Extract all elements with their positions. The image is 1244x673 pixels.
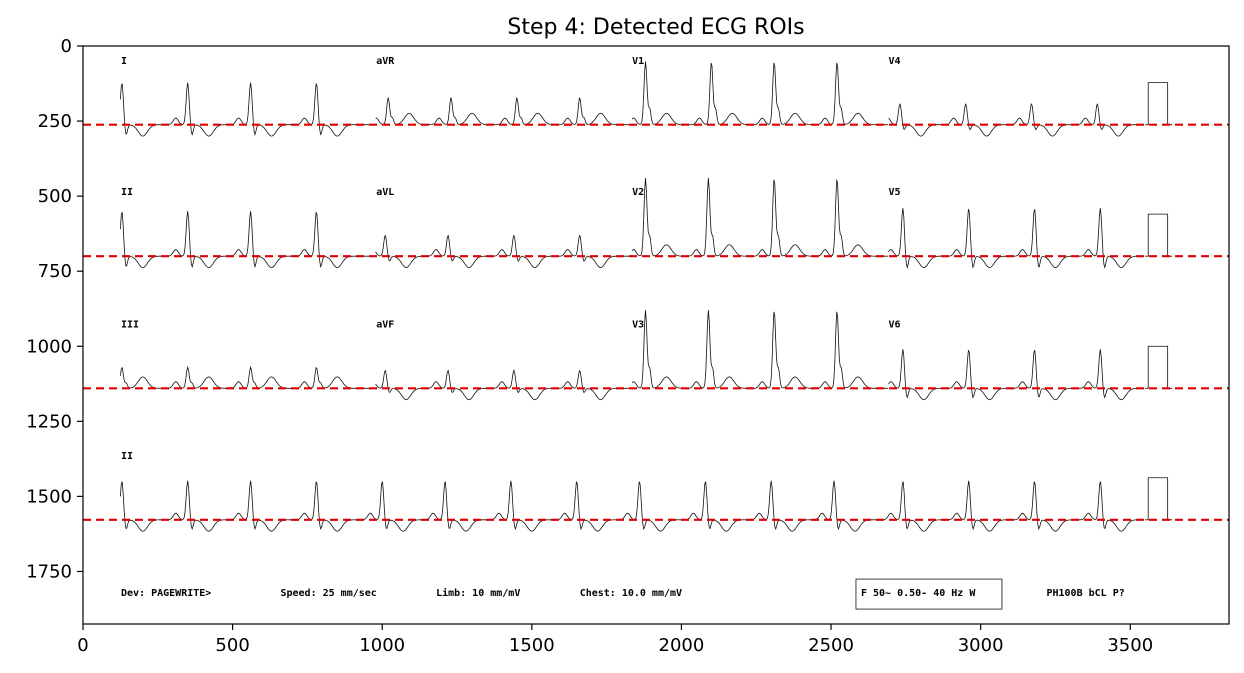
x-tick-label: 0 [77,635,88,656]
footer-text: Speed: 25 mm/sec [280,588,376,599]
ecg-trace-segment [375,368,631,401]
ecg-trace-segment [120,211,375,269]
ecg-trace-segment [120,82,375,137]
lead-label: V6 [888,319,900,330]
lead-label: aVR [376,56,395,67]
ecg-trace-segment [375,234,631,269]
ecg-trace-segment [631,61,888,126]
x-tick-label: 3500 [1107,635,1153,656]
footer-text: F 50~ 0.50- 40 Hz W [861,588,976,599]
ecg-trace-segment [120,365,375,389]
x-tick-label: 1500 [509,635,555,656]
y-tick-label: 250 [38,111,72,132]
footer-text: Chest: 10.0 mm/mV [580,588,682,599]
lead-label: aVF [376,319,394,330]
x-tick-label: 500 [215,635,249,656]
ecg-traces [120,61,1173,532]
x-tick-label: 2500 [808,635,854,656]
lead-label: V3 [632,319,644,330]
footer-text: PH100B bCL P? [1046,588,1124,599]
lead-label: aVL [376,187,394,198]
y-tick-label: 1500 [26,486,72,507]
y-tick-label: 500 [38,186,72,207]
y-tick-label: 1750 [26,561,72,582]
calibration-pulse [1145,345,1173,389]
calibration-pulse [1145,213,1173,257]
lead-label: V1 [632,56,644,67]
y-tick-label: 750 [38,261,72,282]
lead-label: II [121,451,133,462]
y-tick-label: 0 [61,36,72,57]
lead-label: I [121,56,127,67]
ecg-trace-segment [631,177,888,257]
x-tick-label: 1000 [359,635,405,656]
axes: 0 500 1000 1500 2000 2500 3000 3500 0 250 500 750 10… [26,36,1230,656]
plot-frame [82,45,1230,625]
ecg-footer: Dev: PAGEWRITE> Speed: 25 mm/sec Limb: 10 … [121,578,1125,610]
lead-label: V4 [888,56,900,67]
ecg-trace-segment [120,480,1142,532]
ecg-trace-segment [375,97,631,126]
calibration-pulse [1145,82,1173,126]
ecg-trace-segment [888,103,1142,137]
x-tick-label: 2000 [659,635,705,656]
lead-label: V2 [632,187,644,198]
footer-text: Limb: 10 mm/mV [436,587,520,599]
ecg-trace-segment [631,310,888,389]
x-tick-label: 3000 [958,635,1004,656]
chart-title: Step 4: Detected ECG ROIs [507,15,804,40]
y-tick-label: 1000 [26,336,72,357]
lead-label: II [121,187,133,198]
lead-label: V5 [888,187,900,198]
lead-label: III [121,319,139,330]
y-tick-label: 1250 [26,411,72,432]
ecg-trace-segment [888,208,1142,269]
calibration-pulse [1145,477,1173,521]
footer-text: Dev: PAGEWRITE> [121,588,211,599]
roi-baselines [83,123,1229,521]
ecg-trace-segment [888,349,1142,401]
footer-filter-box [855,578,1003,610]
